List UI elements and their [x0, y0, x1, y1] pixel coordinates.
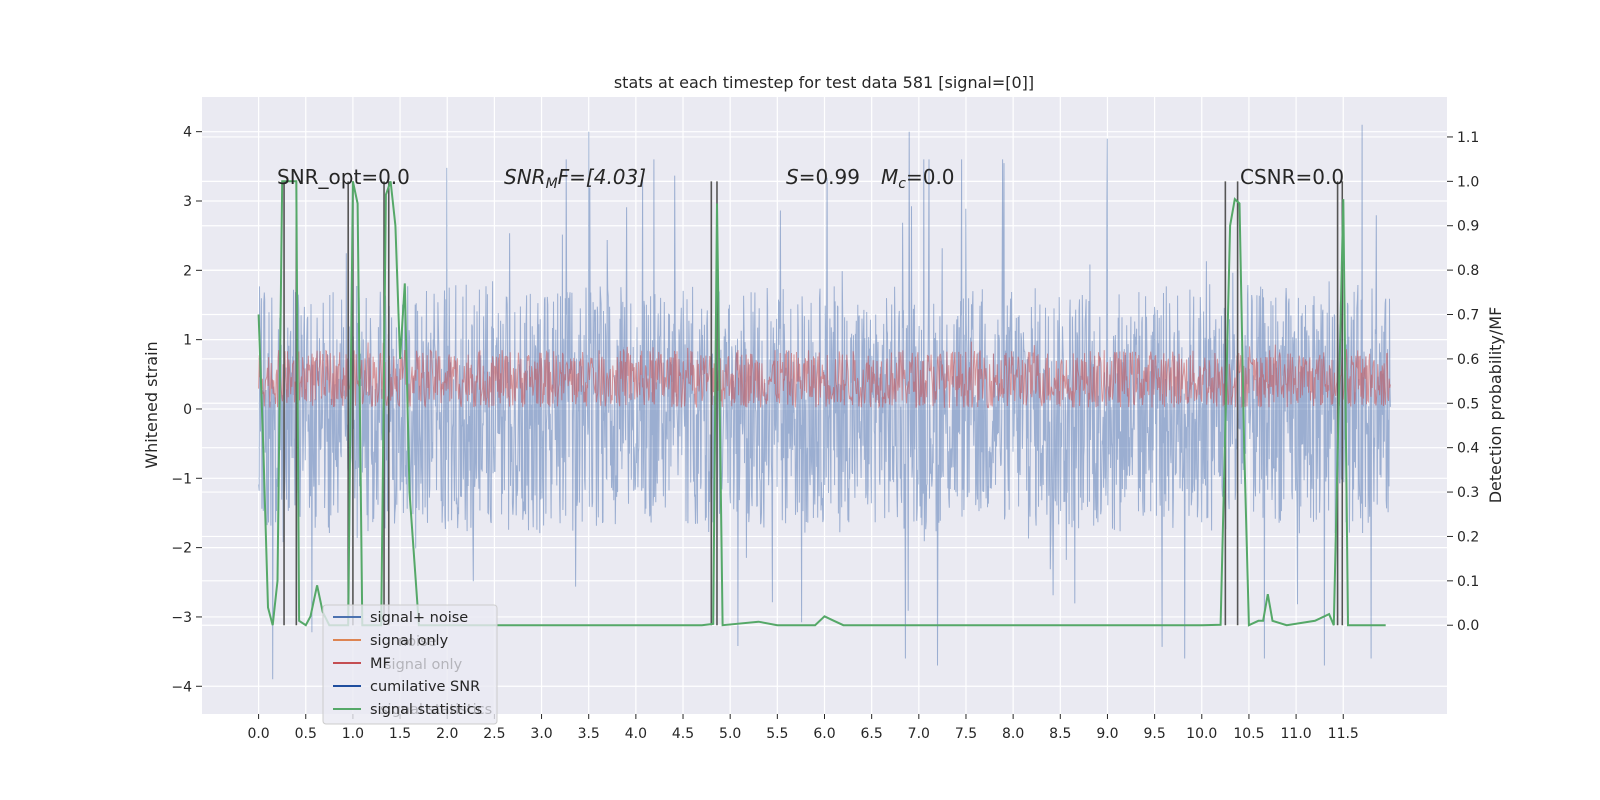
y-right-tick-label: 0.1 — [1457, 574, 1479, 590]
mf-line — [258, 341, 1391, 409]
legend-label-mf: MF — [370, 656, 391, 672]
x-tick-label: 0.0 — [247, 726, 269, 742]
series-mf — [258, 341, 1391, 409]
x-tick-label: 0.5 — [295, 726, 317, 742]
x-tick-label: 2.5 — [483, 726, 505, 742]
annotation-mc-value: =0.0 — [906, 165, 955, 189]
annotation-mc-main: M — [881, 165, 898, 189]
annotation-snr-mf-main: SNR — [504, 165, 546, 189]
annotation-s-main: S — [786, 165, 799, 189]
y-tick-label: −2 — [171, 541, 192, 557]
x-tick-label: 9.0 — [1096, 726, 1118, 742]
x-tick-label: 11.0 — [1281, 726, 1312, 742]
y-right-tick-label: 0.2 — [1457, 529, 1479, 545]
x-tick-label: 6.5 — [861, 726, 883, 742]
annotation-snr-mf: SNRMF=[4.03] — [504, 165, 646, 192]
x-tick-label: 10.0 — [1186, 726, 1217, 742]
y-right-tick-label: 1.1 — [1457, 130, 1479, 146]
x-tick-label: 7.0 — [908, 726, 930, 742]
x-tick-label: 1.0 — [342, 726, 364, 742]
y-right-tick-label: 0.7 — [1457, 308, 1479, 324]
legend: noise signal only signal statistics sign… — [322, 604, 498, 725]
signal-statistics-line — [257, 180, 1386, 627]
y-right-tick-label: 1.0 — [1457, 174, 1479, 190]
y-tick-label: −4 — [171, 679, 192, 695]
annotation-snr-mf-sub: M — [546, 176, 558, 192]
annotation-mc: Mc=0.0 — [881, 165, 955, 192]
x-tick-label: 5.0 — [719, 726, 741, 742]
y-right-tick-label: 0.0 — [1457, 618, 1479, 634]
y-tick-label: 0 — [183, 402, 192, 418]
y-right-tick-label: 0.9 — [1457, 219, 1479, 235]
y-right-tick-label: 0.4 — [1457, 441, 1479, 457]
y-tick-label: −3 — [171, 610, 192, 626]
x-tick-label: 10.5 — [1233, 726, 1264, 742]
legend-label-signal-statistics: signal statistics — [370, 702, 482, 718]
y-right-tick-label: 0.6 — [1457, 352, 1479, 368]
y-tick-label: 4 — [183, 125, 192, 141]
series-signal-statistics — [257, 180, 1386, 627]
y-right-tick-label: 0.5 — [1457, 396, 1479, 412]
annotation-snr-mf-rest: F=[4.03] — [558, 165, 646, 189]
x-tick-label: 4.5 — [672, 726, 694, 742]
x-tick-label: 8.5 — [1049, 726, 1071, 742]
y-tick-label: 3 — [183, 194, 192, 210]
y-tick-label: −1 — [171, 471, 192, 487]
legend-label-cumilative-snr: cumilative SNR — [370, 679, 480, 695]
x-tick-label: 3.5 — [578, 726, 600, 742]
y-tick-label: 1 — [183, 333, 192, 349]
x-tick-label: 3.0 — [530, 726, 552, 742]
annotation-csnr: CSNR=0.0 — [1240, 165, 1344, 189]
y-axis-label: Whitened strain — [142, 341, 161, 468]
y-right-tick-label: 0.8 — [1457, 263, 1479, 279]
legend-ghost-noise: noise — [398, 634, 437, 650]
x-tick-label: 4.0 — [625, 726, 647, 742]
x-tick-label: 6.0 — [813, 726, 835, 742]
x-tick-label: 11.5 — [1328, 726, 1359, 742]
y-right-tick-label: 0.3 — [1457, 485, 1479, 501]
x-tick-label: 8.0 — [1002, 726, 1024, 742]
x-tick-label: 7.5 — [955, 726, 977, 742]
annotation-s: S=0.99 — [786, 165, 860, 189]
x-tick-label: 2.0 — [436, 726, 458, 742]
y-tick-label: 2 — [183, 263, 192, 279]
x-tick-label: 1.5 — [389, 726, 411, 742]
axes: 0.0 0.5 1.0 1.5 2.0 2.5 3.0 3.5 4.0 4.5 5.0 5.5 6.0 6… — [171, 125, 1479, 742]
annotation-mc-sub: c — [898, 176, 906, 192]
legend-label-signal-noise: signal+ noise — [370, 610, 468, 626]
annotation-snr-opt: SNR_opt=0.0 — [277, 165, 410, 189]
chart-title: stats at each timestep for test data 581… — [614, 73, 1034, 92]
legend-ghost-signal-only: signal only — [384, 657, 463, 673]
x-tick-label: 5.5 — [766, 726, 788, 742]
legend-label-signal-only: signal only — [370, 633, 449, 649]
x-tick-label: 9.5 — [1143, 726, 1165, 742]
legend-box — [322, 604, 498, 725]
legend-ghost-signal-statistics: signal statistics — [380, 702, 492, 718]
y-axis-right-label: Detection probability/MF — [1486, 307, 1505, 504]
annotation-s-value: =0.99 — [799, 165, 860, 189]
